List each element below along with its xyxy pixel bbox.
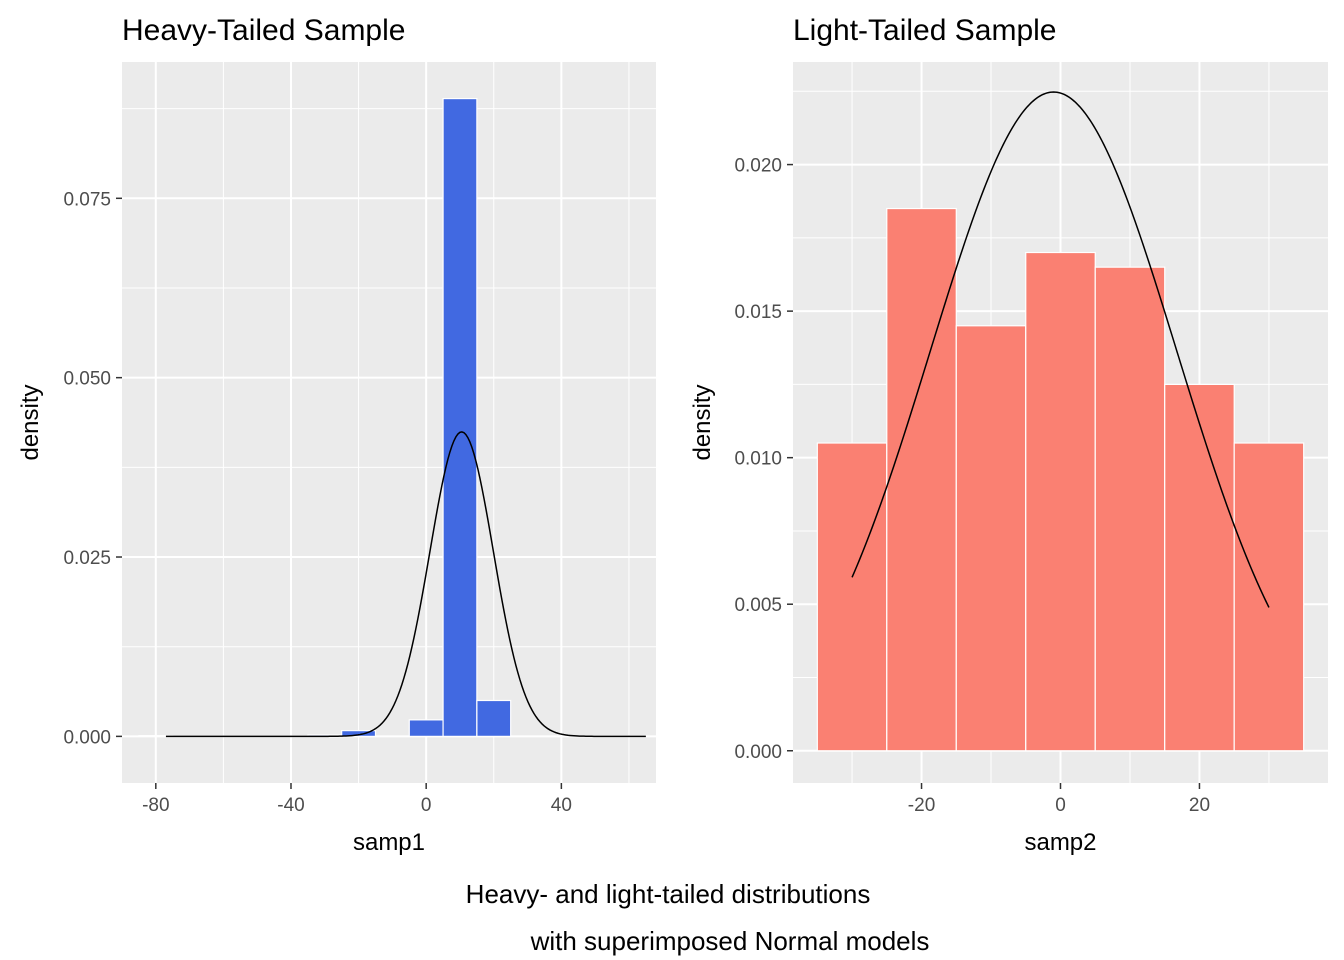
y-tick-label: 0.020 [734,156,782,177]
y-tick-label: 0.050 [63,369,111,390]
normal-curve [165,431,646,738]
y-tick-label: 0.005 [734,595,782,616]
x-axis-label: samp1 [353,829,425,856]
x-tick-label: -40 [277,795,304,816]
histogram-bar [341,730,377,737]
histogram-bar [408,719,444,737]
histogram-bar [442,97,478,737]
x-tick-label: -80 [142,795,169,816]
y-tick-label: 0.010 [734,449,782,470]
histogram-bar [955,325,1027,752]
y-tick-label: 0.000 [63,727,111,748]
x-tick-label: 40 [551,795,572,816]
x-tick-label: 0 [1055,795,1066,816]
chart-title: Heavy-Tailed Sample [122,14,405,47]
x-tick-label: 0 [421,795,432,816]
x-tick-label: 20 [1189,795,1210,816]
y-tick-label: 0.025 [63,548,111,569]
chart-title: Light-Tailed Sample [793,14,1056,47]
histogram-bar [476,699,512,737]
y-tick-label: 0.075 [63,189,111,210]
y-tick-label: 0.015 [734,302,782,323]
panel-background [122,62,656,783]
histogram-bar [816,442,888,752]
y-tick-label: 0.000 [734,742,782,763]
histogram-bar [886,207,957,752]
caption-line-1: Heavy- and light-tailed distributions [466,879,871,909]
histogram-bar [1233,442,1305,752]
x-axis-label: samp2 [1024,829,1096,856]
y-axis-label: density [17,384,44,460]
caption-line-2: with superimposed Normal models [530,926,930,956]
light-tailed-chart: -20 0 20 0.000 0.005 0.010 0.015 0.020 Light-Tai… [689,14,1328,856]
y-axis-label: density [689,384,716,460]
histogram-bar [1164,383,1235,752]
normal-curve [851,91,1270,608]
histogram-bar [1094,266,1166,752]
heavy-tailed-chart: -80 -40 0 40 0.000 0.025 0.050 0.075 Heavy-Taile… [17,14,656,856]
x-tick-label: -20 [908,795,935,816]
histogram-bar [1025,251,1096,752]
